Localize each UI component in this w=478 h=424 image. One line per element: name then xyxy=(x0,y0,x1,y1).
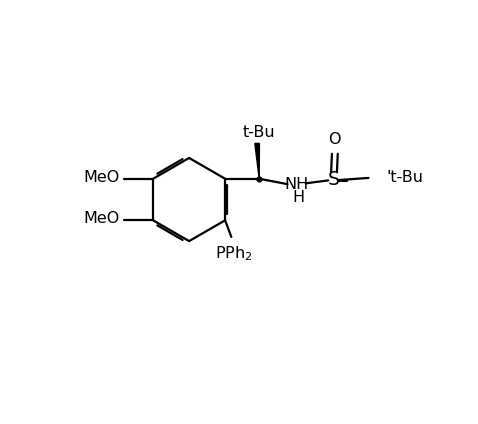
Text: MeO: MeO xyxy=(84,211,120,226)
Text: NH: NH xyxy=(284,177,309,192)
Text: MeO: MeO xyxy=(84,170,120,184)
Text: t-Bu: t-Bu xyxy=(243,125,275,140)
Text: S: S xyxy=(328,170,340,189)
Text: H: H xyxy=(293,190,305,205)
Polygon shape xyxy=(255,143,260,179)
Text: 't-Bu: 't-Bu xyxy=(387,170,424,184)
Text: O: O xyxy=(328,132,341,147)
Text: PPh$_2$: PPh$_2$ xyxy=(215,244,252,263)
